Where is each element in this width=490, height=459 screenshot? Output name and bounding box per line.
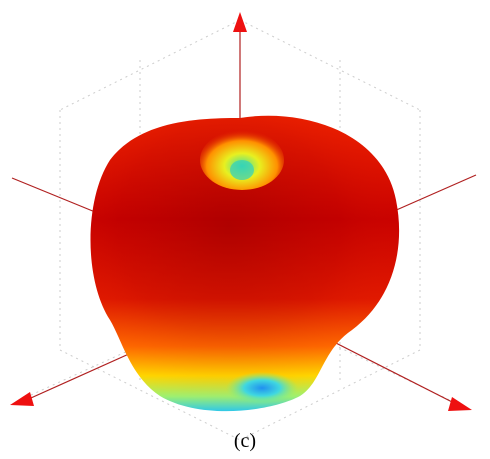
axes [11, 25, 477, 407]
radiation-pattern [90, 115, 400, 412]
axis-arrows [10, 12, 472, 411]
caption: (c) [234, 430, 256, 452]
